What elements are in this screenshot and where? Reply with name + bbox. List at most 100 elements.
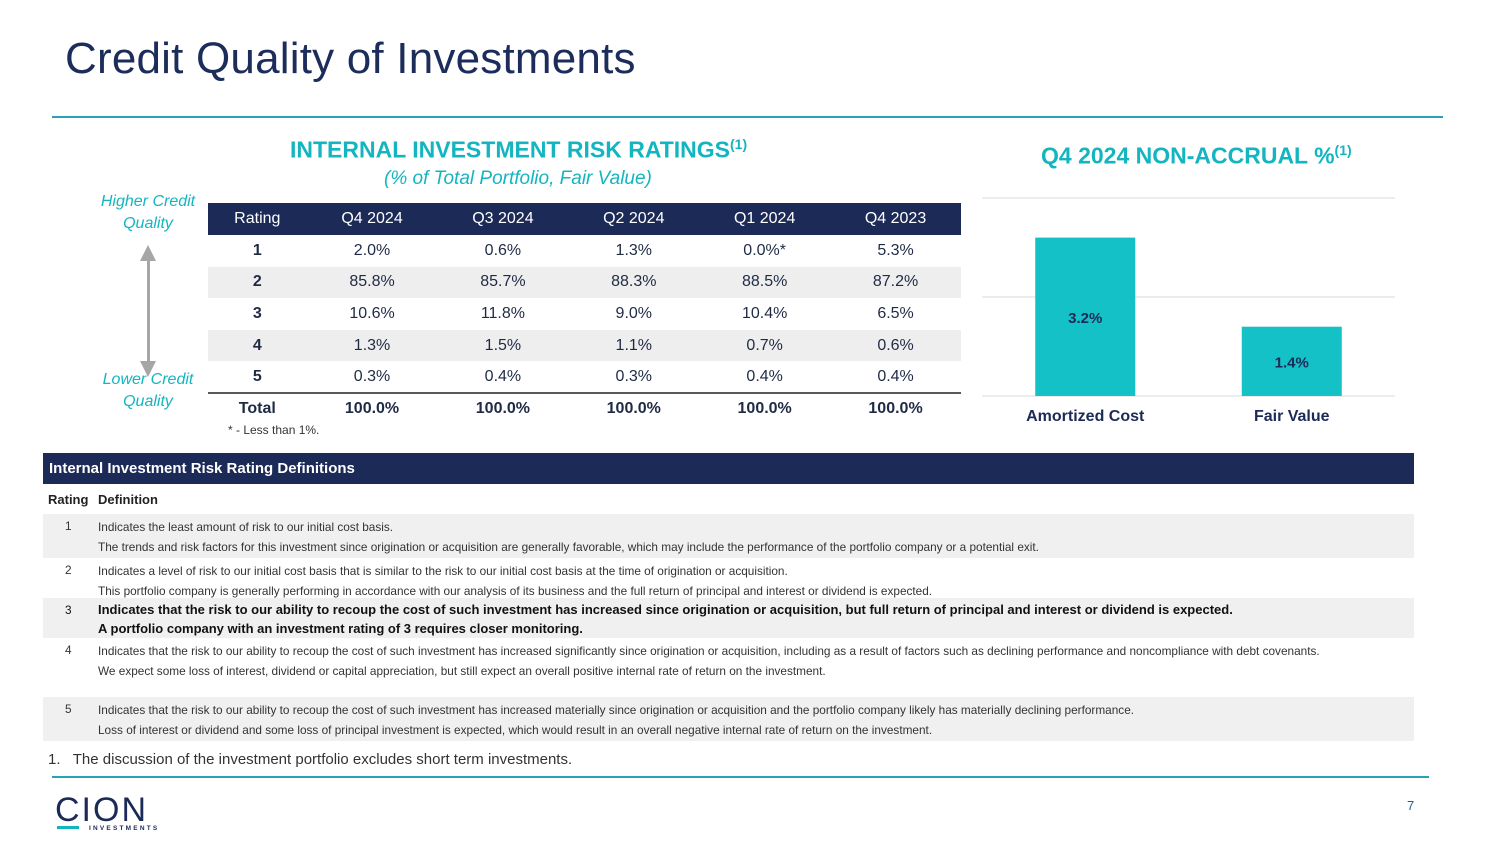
arrow-shaft (147, 259, 150, 363)
total-value-cell: 100.0% (830, 391, 961, 425)
definition-row: 4 Indicates that the risk to our ability… (43, 638, 1414, 697)
definition-line: This portfolio company is generally perf… (98, 583, 933, 598)
definition-line: The trends and risk factors for this inv… (98, 539, 1039, 554)
value-cell: 0.7% (699, 329, 831, 362)
value-cell: 6.5% (877, 304, 914, 322)
definition-rating: 4 (65, 643, 72, 657)
value-cell: 1.3% (306, 329, 438, 362)
definition-rating: 3 (65, 603, 72, 617)
value-cell: 0.4% (484, 367, 522, 385)
table-total-row: Total 100.0% 100.0% 100.0% 100.0% 100.0% (208, 391, 961, 425)
chart-data-label: 1.4% (1275, 354, 1309, 371)
header-cell: Q4 2024 (306, 203, 438, 235)
definition-row: 1 Indicates the least amount of risk to … (43, 514, 1414, 558)
definition-rating: 5 (65, 702, 72, 716)
definitions-column-headers: Rating Definition (48, 492, 158, 507)
definition-text: Indicates the least amount of risk to ou… (98, 518, 1408, 557)
footnote: 1. The discussion of the investment port… (48, 751, 572, 768)
definition-line: Indicates that the risk to our ability t… (98, 703, 1135, 717)
value-cell: 10.4% (741, 304, 788, 322)
definition-row: 5 Indicates that the risk to our ability… (43, 697, 1414, 741)
chart-bar (1241, 326, 1342, 396)
table-row: 5 0.3% 0.4% 0.3% 0.4% 0.4% (208, 361, 961, 393)
definitions-col-definition: Definition (98, 492, 158, 507)
risk-ratings-table: Rating Q4 2024 Q3 2024 Q2 2024 Q1 2024 Q… (208, 203, 961, 425)
definition-line: Loss of interest or dividend and some lo… (98, 722, 933, 737)
definition-line: Indicates the least amount of risk to ou… (98, 520, 394, 534)
definition-line: Indicates that the risk to our ability t… (98, 602, 1233, 617)
value-cell: 0.6% (484, 241, 522, 259)
logo-wordmark: CION (55, 791, 148, 829)
definition-row: 3 Indicates that the risk to our ability… (43, 598, 1414, 638)
rating-cell: 3 (252, 304, 262, 322)
value-cell: 10.6% (349, 304, 395, 322)
definition-rating: 2 (65, 563, 72, 577)
rating-cell: 4 (208, 329, 307, 362)
table-footnote: * - Less than 1%. (228, 423, 320, 437)
definitions-header: Internal Investment Risk Rating Definiti… (43, 453, 1414, 484)
value-cell: 85.7% (437, 266, 569, 299)
value-cell: 1.5% (437, 329, 569, 362)
value-cell: 5.3% (877, 241, 914, 259)
total-value-cell: 100.0% (437, 391, 569, 425)
arrow-up-head (140, 245, 156, 261)
value-cell: 0.4% (877, 367, 914, 385)
chart-data-label: 3.2% (1068, 310, 1102, 327)
page-number: 7 (1407, 798, 1415, 813)
nonaccrual-title-footnote-ref: (1) (1334, 142, 1352, 158)
value-cell: 0.3% (353, 367, 391, 385)
chart-bar (1035, 237, 1136, 396)
rating-cell: 2 (208, 266, 307, 299)
lower-credit-quality-label: Lower Credit Quality (102, 371, 194, 410)
definition-line: A portfolio company with an investment r… (98, 621, 583, 636)
definition-text: Indicates that the risk to our ability t… (98, 642, 1408, 681)
total-label-cell: Total (208, 391, 307, 425)
ratings-title-footnote-ref: (1) (730, 136, 748, 152)
value-cell: 0.0%* (743, 241, 786, 259)
total-value-cell: 100.0% (568, 391, 700, 425)
total-value-cell: 100.0% (306, 391, 438, 425)
arrow-down-head (140, 361, 156, 377)
table-row: 1 2.0% 0.6% 1.3% 0.0%* 5.3% (208, 235, 961, 267)
page-title: Credit Quality of Investments (65, 34, 636, 83)
footnote-number: 1. (48, 751, 61, 768)
definition-line: Indicates a level of risk to our initial… (98, 564, 788, 578)
nonaccrual-chart: 3.2% Amortized Cost 1.4% Fair Value (982, 190, 1395, 430)
logo-subtext: INVESTMENTS (89, 825, 160, 832)
header-cell: Q4 2023 (830, 203, 961, 235)
definition-text: Indicates a level of risk to our initial… (98, 562, 1408, 601)
table-row: 2 85.8% 85.7% 88.3% 88.5% 87.2% (208, 266, 961, 299)
title-divider (52, 116, 1443, 118)
definition-text: Indicates that the risk to our ability t… (98, 600, 1408, 638)
nonaccrual-title-text: Q4 2024 NON-ACCRUAL % (1041, 142, 1335, 169)
header-cell: Q1 2024 (699, 203, 831, 235)
value-cell: 88.5% (699, 266, 831, 299)
definition-rating: 1 (65, 519, 72, 533)
definition-row: 2 Indicates a level of risk to our initi… (43, 558, 1414, 598)
table-row: 3 10.6% 11.8% 9.0% 10.4% 6.5% (208, 298, 961, 330)
table-header-row: Rating Q4 2024 Q3 2024 Q2 2024 Q1 2024 Q… (208, 203, 961, 235)
higher-credit-quality-label: Higher Credit Quality (100, 193, 196, 232)
value-cell: 9.0% (615, 304, 653, 322)
header-cell: Rating (208, 203, 307, 235)
header-cell: Q2 2024 (568, 203, 700, 235)
footer-divider (52, 776, 1429, 778)
ratings-section-subtitle: (% of Total Portfolio, Fair Value) (384, 168, 652, 189)
value-cell: 87.2% (830, 266, 961, 299)
ratings-title-text: INTERNAL INVESTMENT RISK RATINGS (290, 136, 730, 163)
value-cell: 1.3% (615, 241, 653, 259)
total-value-cell: 100.0% (699, 391, 831, 425)
value-cell: 2.0% (353, 241, 391, 259)
table-row: 4 1.3% 1.5% 1.1% 0.7% 0.6% (208, 329, 961, 362)
logo-accent-bar (57, 826, 79, 829)
definition-line: We expect some loss of interest, dividen… (98, 663, 826, 678)
definition-text: Indicates that the risk to our ability t… (98, 701, 1408, 740)
chart-category-label: Fair Value (1254, 408, 1330, 425)
value-cell: 11.8% (480, 304, 525, 322)
value-cell: 0.4% (746, 367, 783, 385)
value-cell: 0.6% (830, 329, 961, 362)
cion-logo: CION INVESTMENTS (55, 791, 160, 837)
definition-line: Indicates that the risk to our ability t… (98, 644, 1320, 658)
value-cell: 85.8% (306, 266, 438, 299)
chart-category-label: Amortized Cost (1026, 408, 1145, 425)
